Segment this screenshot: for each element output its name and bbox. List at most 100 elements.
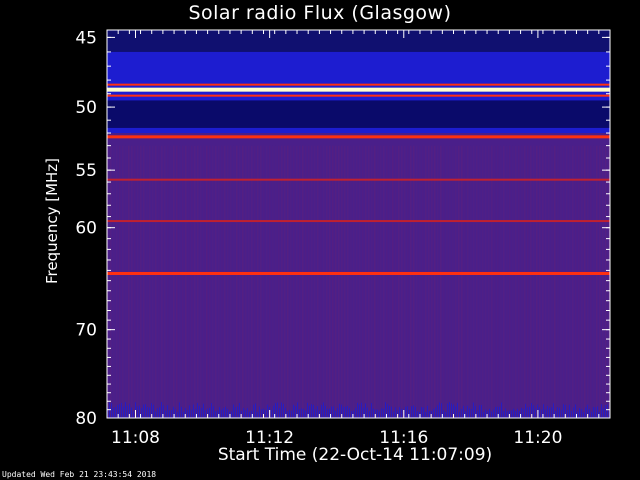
low-freq-noise [275,403,276,418]
low-freq-noise [547,405,548,418]
noise-stripe [500,145,502,418]
low-freq-noise [123,406,124,418]
noise-stripe [515,145,517,418]
low-freq-noise [333,406,334,418]
noise-stripe [449,145,451,418]
low-freq-noise [549,407,550,418]
noise-stripe [182,145,184,418]
y-tick-label: 55 [75,161,97,181]
low-freq-noise [237,406,238,418]
y-tick-label: 45 [75,28,97,48]
low-freq-noise [339,403,340,418]
low-freq-noise [591,411,592,418]
low-freq-noise [383,408,384,418]
low-freq-noise [603,407,604,418]
noise-stripe [428,145,430,418]
low-freq-noise [529,406,530,418]
low-freq-noise [283,403,284,418]
noise-stripe [317,145,319,418]
low-freq-noise [277,402,278,418]
low-freq-noise [369,411,370,418]
low-freq-noise [311,404,312,418]
low-freq-noise [377,409,378,418]
low-freq-noise [347,405,348,418]
low-freq-noise [409,409,410,418]
noise-stripe [197,145,199,418]
low-freq-noise [335,410,336,418]
noise-stripe [251,145,253,418]
y-axis-label: Frequency [MHz] [43,157,61,285]
low-band-region [107,100,610,128]
noise-stripe [200,145,202,418]
low-freq-noise [521,407,522,418]
noise-stripe [575,145,577,418]
noise-stripe [410,145,412,418]
low-freq-noise [255,403,256,418]
low-freq-noise [565,405,566,418]
low-freq-noise [597,406,598,418]
noise-stripe [116,145,118,418]
low-freq-noise [157,408,158,418]
noise-stripe [311,145,313,418]
low-freq-noise [165,410,166,418]
low-freq-noise [381,408,382,418]
low-freq-noise [261,409,262,418]
low-freq-noise [295,406,296,418]
update-timestamp: Updated Wed Feb 21 23:43:54 2018 [2,470,157,479]
low-freq-noise [153,404,154,418]
low-freq-noise [505,408,506,418]
noise-stripe [236,145,238,418]
noise-stripe [485,145,487,418]
low-freq-noise [581,409,582,418]
noise-stripe [566,145,568,418]
low-freq-noise [341,404,342,418]
low-freq-noise [183,411,184,418]
low-freq-noise [399,407,400,418]
noise-stripe [554,145,556,418]
noise-stripe [320,145,322,418]
noise-stripe [545,145,547,418]
low-freq-noise [489,408,490,418]
low-freq-noise [351,411,352,418]
low-freq-noise [121,402,122,418]
noise-stripe [563,145,565,418]
low-freq-noise [495,407,496,418]
low-freq-noise [599,411,600,418]
low-freq-noise [481,404,482,418]
noise-stripe [227,145,229,418]
low-freq-noise [545,409,546,418]
noise-stripe [398,145,400,418]
low-freq-noise [247,408,248,418]
low-freq-noise [393,411,394,418]
x-tick-label: 11:08 [111,428,160,448]
noise-stripe [416,145,418,418]
low-freq-noise [249,411,250,418]
low-freq-noise [467,405,468,418]
low-freq-noise [235,407,236,418]
noise-stripe [188,145,190,418]
noise-stripe [596,145,598,418]
low-freq-noise [601,404,602,418]
noise-stripe [350,145,352,418]
low-freq-noise [149,407,150,418]
noise-stripe [179,145,181,418]
low-freq-noise [557,407,558,418]
noise-stripe [335,145,337,418]
low-freq-noise [225,406,226,418]
noise-stripe [263,145,265,418]
noise-stripe [533,145,535,418]
low-freq-noise [173,406,174,418]
low-freq-noise [439,402,440,418]
noise-stripe [404,145,406,418]
low-freq-noise [513,408,514,418]
low-freq-noise [355,408,356,418]
noise-stripe [119,145,121,418]
noise-stripe [122,145,124,418]
low-freq-noise [595,407,596,418]
low-freq-noise [141,408,142,418]
noise-stripe [254,145,256,418]
noise-stripe [458,145,460,418]
low-freq-noise [217,410,218,418]
low-freq-noise [479,405,480,418]
low-freq-noise [349,408,350,418]
